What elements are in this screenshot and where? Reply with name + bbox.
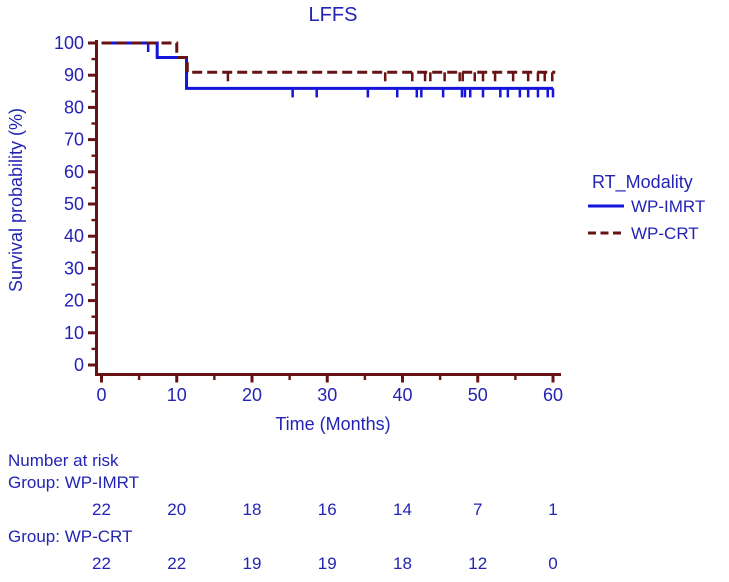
- risk-value: 22: [92, 554, 111, 573]
- risk-group-label-wp-imrt: Group: WP-IMRT: [8, 473, 139, 492]
- risk-value: 22: [167, 554, 186, 573]
- x-tick-label: 20: [242, 385, 262, 405]
- y-tick-label: 10: [64, 323, 84, 343]
- risk-value: 7: [473, 500, 482, 519]
- y-axis-title: Survival probability (%): [6, 108, 26, 292]
- x-tick-label: 60: [543, 385, 563, 405]
- risk-value: 0: [548, 554, 557, 573]
- x-tick-label: 40: [392, 385, 412, 405]
- x-tick-label: 30: [317, 385, 337, 405]
- y-tick-label: 50: [64, 194, 84, 214]
- y-tick-label: 60: [64, 162, 84, 182]
- number-at-risk-table: Number at risk Group: WP-IMRT 22 20 18 16 14…: [8, 451, 558, 573]
- risk-value: 22: [92, 500, 111, 519]
- x-tick-label: 0: [96, 385, 106, 405]
- risk-values-wp-imrt: 22 20 18 16 14 7 1: [92, 500, 558, 519]
- y-tick-label: 30: [64, 258, 84, 278]
- legend: RT_Modality WP-IMRT WP-CRT: [588, 172, 705, 243]
- legend-label-wp-crt: WP-CRT: [631, 224, 699, 243]
- x-tick-label: 50: [468, 385, 488, 405]
- risk-value: 20: [167, 500, 186, 519]
- km-curve-wp-imrt: [101, 41, 553, 90]
- risk-values-wp-crt: 22 22 19 19 18 12 0: [92, 554, 558, 573]
- legend-title: RT_Modality: [592, 172, 693, 193]
- risk-value: 19: [243, 554, 262, 573]
- risk-value: 19: [318, 554, 337, 573]
- y-tick-label: 100: [54, 33, 84, 53]
- risk-value: 12: [468, 554, 487, 573]
- risk-value: 16: [318, 500, 337, 519]
- risk-group-label-wp-crt: Group: WP-CRT: [8, 527, 132, 546]
- y-tick-label: 20: [64, 291, 84, 311]
- risk-value: 14: [393, 500, 412, 519]
- y-axis-ticks: 0 10 20 30 40 50 60 70 80 90 100: [54, 33, 96, 375]
- km-curve-wp-crt: [101, 41, 556, 74]
- y-tick-label: 0: [74, 355, 84, 375]
- risk-value: 18: [243, 500, 262, 519]
- y-tick-label: 70: [64, 130, 84, 150]
- x-tick-label: 10: [167, 385, 187, 405]
- y-tick-label: 80: [64, 97, 84, 117]
- legend-label-wp-imrt: WP-IMRT: [631, 197, 705, 216]
- y-tick-label: 40: [64, 226, 84, 246]
- survival-curves: [101, 41, 556, 98]
- risk-table-heading: Number at risk: [8, 451, 119, 470]
- y-tick-label: 90: [64, 65, 84, 85]
- chart-title: LFFS: [309, 4, 358, 26]
- risk-value: 18: [393, 554, 412, 573]
- risk-value: 1: [548, 500, 557, 519]
- x-axis-title: Time (Months): [275, 414, 390, 434]
- x-axis-ticks: 0 10 20 30 40 50 60: [96, 376, 563, 405]
